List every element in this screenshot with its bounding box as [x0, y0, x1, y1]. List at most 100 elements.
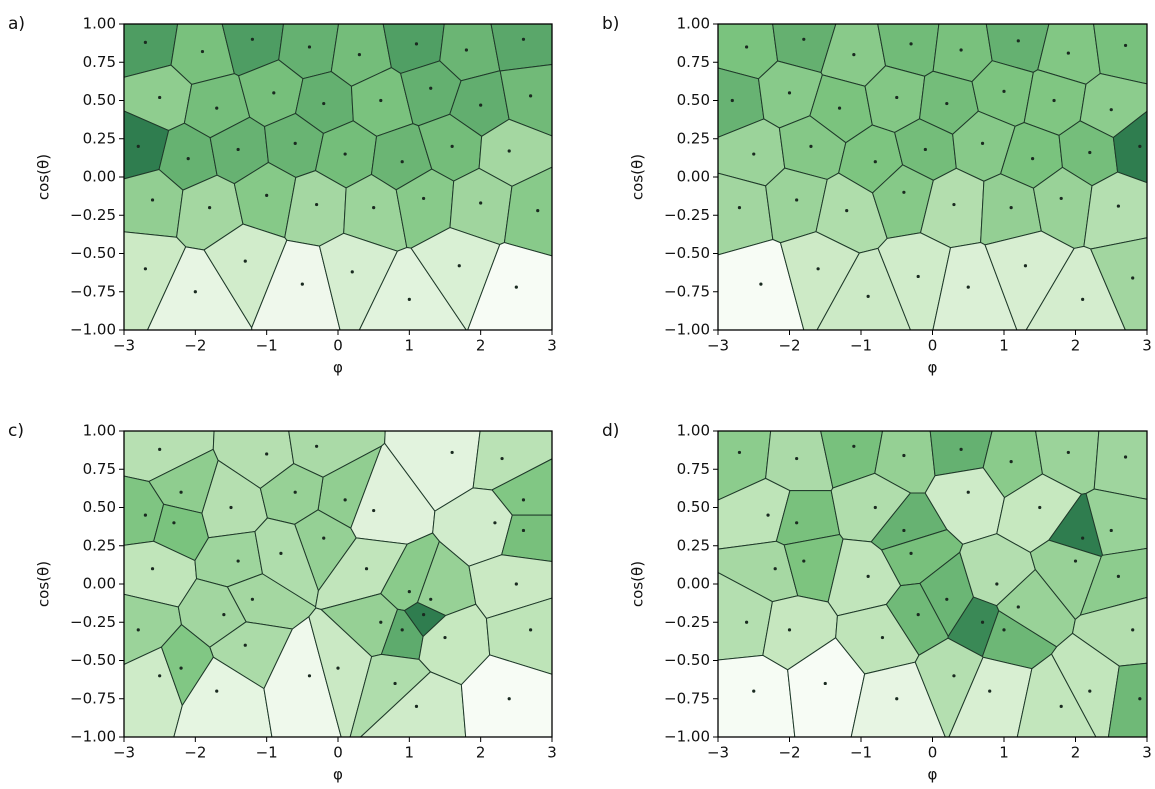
- y-tick-label: −0.50: [70, 651, 116, 669]
- point: [959, 447, 963, 451]
- y-tick-label: 0.25: [83, 129, 116, 147]
- point: [379, 620, 383, 624]
- point: [222, 613, 226, 617]
- point: [507, 697, 511, 701]
- point: [200, 49, 205, 54]
- y-tick-label: −1.00: [664, 321, 710, 339]
- point: [414, 704, 419, 709]
- y-tick-label: −0.25: [664, 206, 710, 224]
- point: [400, 628, 404, 632]
- panel: −3 −2 −1 0 1 2 3 1.00 0.75 0.50 0.25 0.00 −0.25 −0.50…: [8, 421, 557, 784]
- y-tick-label: 0.00: [677, 168, 710, 186]
- point: [988, 689, 992, 693]
- point: [265, 193, 269, 197]
- point: [1081, 297, 1085, 301]
- point: [521, 528, 526, 533]
- point: [745, 45, 749, 49]
- point: [773, 567, 777, 571]
- point: [236, 559, 240, 563]
- x-tick-label: −2: [778, 744, 800, 762]
- y-tick-label: 0.00: [677, 575, 710, 593]
- point: [945, 597, 949, 601]
- point: [500, 456, 504, 461]
- point: [1059, 704, 1063, 709]
- voronoi-cell: [1093, 430, 1148, 500]
- point: [1002, 628, 1006, 632]
- panel: −3 −2 −1 0 1 2 3 1.00 0.75 0.50 0.25 0.00 −0.25 −0.50…: [602, 14, 1152, 377]
- point: [1009, 206, 1013, 210]
- y-tick-label: −0.25: [70, 206, 116, 224]
- point: [357, 53, 361, 57]
- point: [866, 574, 870, 578]
- y-tick-label: 0.25: [677, 536, 710, 554]
- point: [136, 628, 140, 632]
- point: [1038, 505, 1042, 510]
- y-tick-label: −0.25: [70, 613, 116, 631]
- point: [787, 91, 792, 95]
- point: [809, 144, 813, 148]
- point: [902, 453, 906, 458]
- point: [150, 198, 155, 202]
- y-tick-label: 0.00: [83, 575, 116, 593]
- point: [766, 513, 770, 517]
- y-tick-label: −0.25: [664, 613, 710, 631]
- point: [959, 48, 963, 52]
- point: [400, 160, 404, 164]
- y-tick-label: 1.00: [677, 422, 710, 440]
- x-tick-label: 2: [1071, 744, 1081, 762]
- point: [529, 628, 533, 632]
- point: [1123, 455, 1128, 459]
- point: [923, 147, 927, 152]
- point: [795, 456, 799, 461]
- point: [730, 98, 734, 103]
- point: [759, 282, 763, 286]
- point: [536, 209, 540, 213]
- x-tick-label: 1: [999, 744, 1009, 762]
- point: [521, 37, 526, 41]
- y-tick-label: 1.00: [677, 15, 710, 33]
- x-tick-label: −1: [256, 337, 278, 355]
- x-tick-label: 1: [999, 337, 1009, 355]
- point: [343, 152, 347, 156]
- point: [443, 635, 447, 640]
- point: [873, 505, 877, 510]
- y-tick-label: 0.00: [83, 168, 116, 186]
- point: [1138, 144, 1142, 148]
- x-tick-label: 0: [333, 337, 343, 355]
- point: [852, 444, 856, 448]
- point: [529, 94, 533, 98]
- point: [521, 498, 526, 502]
- point: [479, 201, 483, 205]
- point: [307, 45, 312, 49]
- panel: −3 −2 −1 0 1 2 3 1.00 0.75 0.50 0.25 0.00 −0.25 −0.50…: [8, 14, 557, 377]
- point: [1116, 574, 1120, 578]
- x-tick-label: −2: [184, 337, 206, 355]
- point: [1088, 689, 1092, 693]
- point: [293, 490, 297, 494]
- point: [980, 620, 985, 624]
- point: [422, 196, 426, 201]
- point: [372, 508, 376, 513]
- point: [816, 267, 820, 271]
- point: [429, 597, 433, 601]
- point: [945, 101, 949, 106]
- point: [1131, 628, 1135, 632]
- point: [172, 521, 176, 525]
- voronoi-cell: [490, 23, 553, 72]
- point: [143, 40, 147, 44]
- y-tick-label: −1.00: [70, 321, 116, 339]
- point: [143, 513, 147, 517]
- x-axis-label: φ: [928, 359, 938, 377]
- point: [215, 106, 219, 110]
- y-tick-label: 0.50: [83, 498, 116, 516]
- x-tick-label: 3: [547, 337, 557, 355]
- point: [350, 270, 354, 274]
- point: [229, 505, 233, 510]
- point: [150, 567, 155, 571]
- y-tick-label: −0.50: [664, 244, 710, 262]
- point: [916, 613, 920, 617]
- point: [795, 198, 799, 202]
- point: [1052, 98, 1056, 103]
- x-tick-label: 3: [547, 744, 557, 762]
- point: [737, 206, 742, 210]
